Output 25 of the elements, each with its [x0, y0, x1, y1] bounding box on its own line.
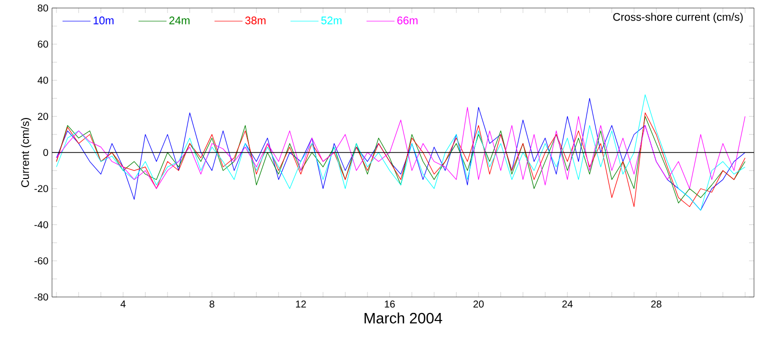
- y-tick-label: -40: [34, 221, 48, 228]
- x-tick-label: 28: [651, 300, 662, 308]
- x-tick-label: 12: [296, 300, 306, 308]
- y-tick-label: -20: [34, 185, 48, 192]
- x-tick-label: 24: [562, 300, 573, 308]
- y-tick-label: 40: [38, 76, 48, 84]
- chart-title: Cross-shore current (cm/s): [613, 12, 743, 24]
- legend-label: 66m: [397, 16, 418, 24]
- line-series: [56, 107, 746, 189]
- y-tick-label: 0: [43, 148, 48, 156]
- x-tick-label: 4: [120, 300, 126, 308]
- y-axis-title: Current (cm/s): [20, 118, 32, 188]
- y-tick-label: 80: [38, 4, 48, 12]
- legend-label: 10m: [94, 16, 114, 24]
- x-tick-label: 16: [384, 300, 395, 308]
- legend-label: 24m: [169, 16, 190, 24]
- legend-label: 52m: [321, 16, 342, 24]
- x-tick-label: 20: [473, 300, 484, 308]
- x-axis-title: March 2004: [364, 312, 442, 324]
- x-tick-label: 8: [210, 300, 214, 308]
- y-tick-label: -60: [34, 257, 48, 264]
- y-tick-label: -80: [34, 293, 48, 301]
- y-tick-label: 60: [38, 40, 48, 48]
- legend-label: 38m: [245, 16, 266, 24]
- y-tick-label: 20: [38, 112, 48, 120]
